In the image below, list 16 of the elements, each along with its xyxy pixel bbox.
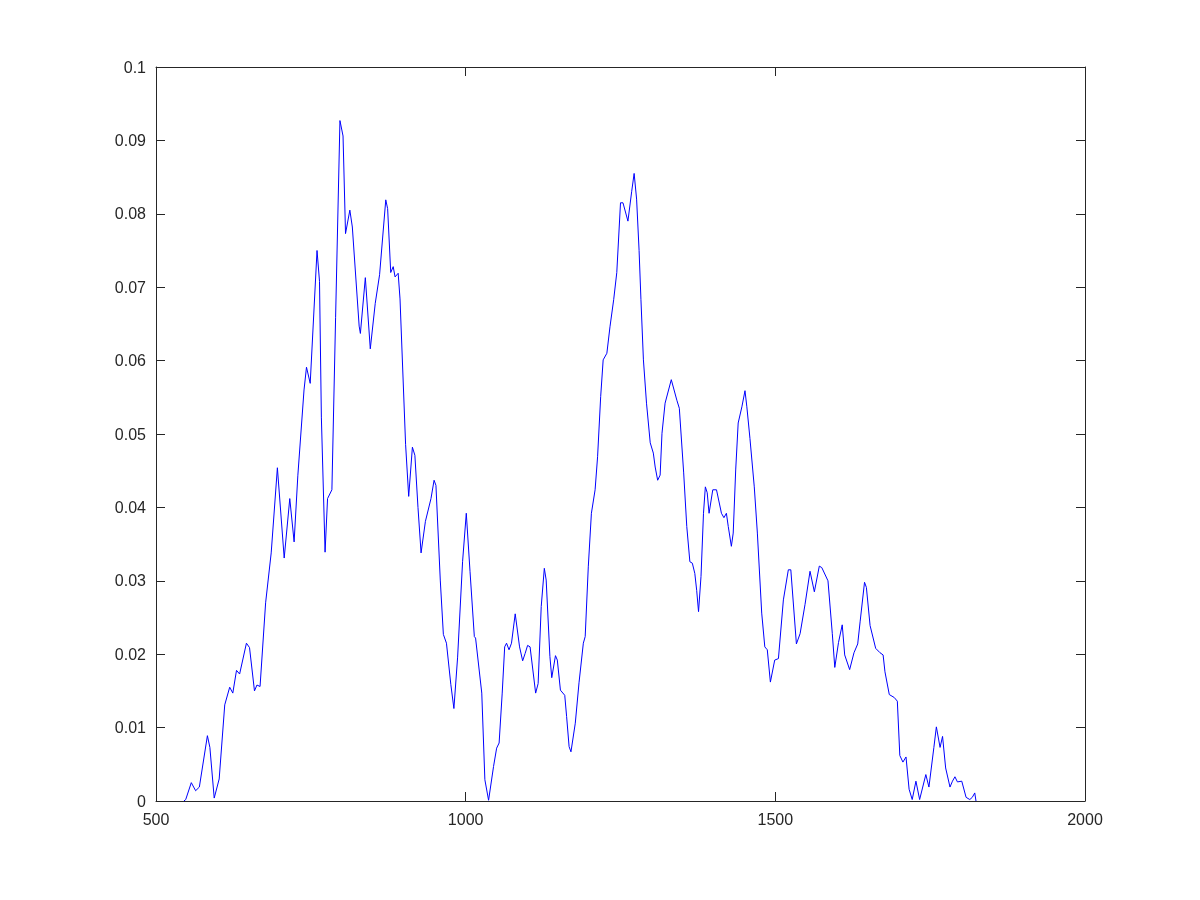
x-tick-label: 1500 bbox=[757, 810, 794, 828]
x-tick-label: 2000 bbox=[1067, 810, 1103, 828]
x-tick-label: 1000 bbox=[447, 810, 484, 828]
y-tick-label: 0.01 bbox=[114, 719, 147, 737]
line-series bbox=[183, 120, 977, 802]
y-tick-label: 0.03 bbox=[114, 572, 147, 590]
y-tick-label: 0.02 bbox=[114, 645, 147, 663]
y-tick-label: 0.06 bbox=[114, 352, 147, 370]
x-tick-label: 500 bbox=[142, 810, 170, 828]
y-tick-label: 0.07 bbox=[114, 278, 147, 296]
y-tick-label: 0.05 bbox=[114, 425, 147, 443]
y-tick-label: 0 bbox=[137, 792, 147, 810]
y-tick-label: 0.1 bbox=[123, 58, 147, 76]
y-tick-label: 0.08 bbox=[114, 205, 147, 223]
y-tick-label: 0.09 bbox=[114, 131, 147, 149]
y-tick-label: 0.04 bbox=[114, 498, 147, 516]
